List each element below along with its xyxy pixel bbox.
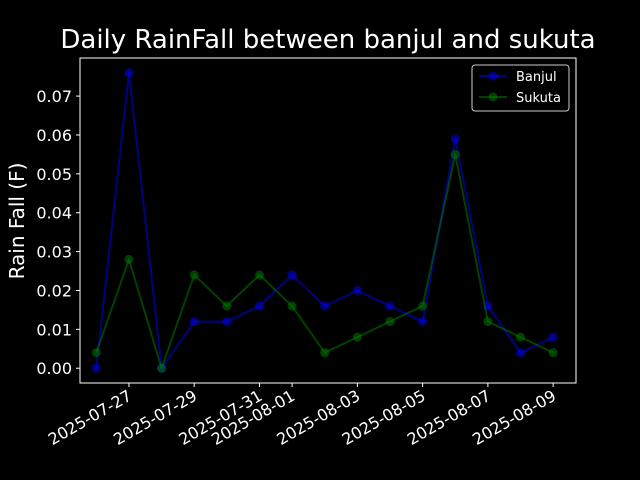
data-point-sukuta xyxy=(254,270,264,280)
data-point-banjul xyxy=(450,134,460,144)
data-point-sukuta xyxy=(287,301,297,311)
y-tick-label: 0.01 xyxy=(36,320,72,339)
y-tick-label: 0.04 xyxy=(36,204,72,223)
data-point-sukuta xyxy=(157,363,167,373)
legend-label-sukuta: Sukuta xyxy=(516,91,561,106)
data-point-banjul xyxy=(91,363,101,373)
y-axis-title: Rain Fall (F) xyxy=(5,163,29,280)
data-point-sukuta xyxy=(483,317,493,327)
y-tick-label: 0.02 xyxy=(36,281,72,300)
data-point-sukuta xyxy=(91,348,101,358)
data-point-sukuta xyxy=(450,149,460,159)
legend-marker-banjul xyxy=(488,71,498,81)
plot-frame xyxy=(79,57,577,384)
y-tick-label: 0.00 xyxy=(36,359,72,378)
data-point-sukuta xyxy=(516,332,526,342)
data-point-sukuta xyxy=(548,348,558,358)
data-point-banjul xyxy=(548,332,558,342)
data-point-sukuta xyxy=(124,254,134,264)
data-point-sukuta xyxy=(189,270,199,280)
data-point-banjul xyxy=(222,317,232,327)
data-point-sukuta xyxy=(418,301,428,311)
data-point-banjul xyxy=(124,68,134,78)
legend: Banjul Sukuta xyxy=(471,64,570,112)
data-point-banjul xyxy=(385,301,395,311)
chart-title: Daily RainFall between banjul and sukuta xyxy=(60,25,595,55)
data-point-banjul xyxy=(254,301,264,311)
y-tick-label: 0.05 xyxy=(36,165,72,184)
data-point-sukuta xyxy=(222,301,232,311)
data-point-sukuta xyxy=(320,348,330,358)
y-tick-label: 0.07 xyxy=(36,87,72,106)
data-point-banjul xyxy=(189,317,199,327)
data-point-sukuta xyxy=(385,317,395,327)
legend-marker-sukuta xyxy=(488,92,498,102)
data-point-sukuta xyxy=(352,332,362,342)
y-tick-label: 0.06 xyxy=(36,126,72,145)
data-point-banjul xyxy=(352,285,362,295)
plot-area xyxy=(91,68,558,373)
y-tick-label: 0.03 xyxy=(36,243,72,262)
data-point-banjul xyxy=(516,348,526,358)
data-point-banjul xyxy=(320,301,330,311)
data-point-banjul xyxy=(418,317,428,327)
data-point-banjul xyxy=(287,270,297,280)
legend-label-banjul: Banjul xyxy=(516,70,557,85)
